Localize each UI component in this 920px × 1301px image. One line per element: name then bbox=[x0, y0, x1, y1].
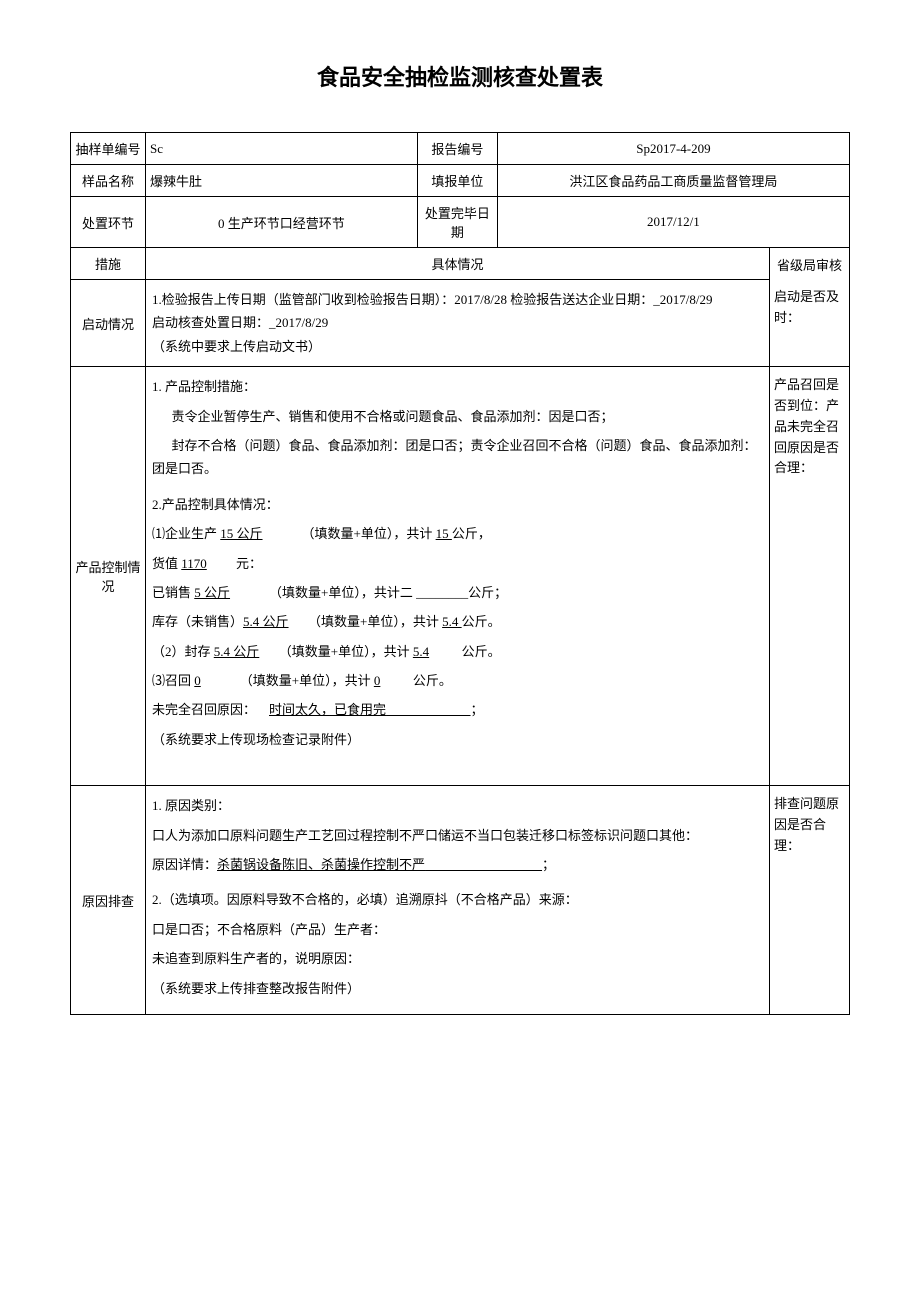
u: 时间太久，已食用完 bbox=[269, 702, 386, 717]
u: 1170 bbox=[181, 556, 207, 571]
row-sample-name: 样品名称 爆辣牛肚 填报单位 洪江区食品药品工商质量监督管理局 bbox=[71, 165, 850, 197]
row-cause: 原因排查 1. 原因类别： 口人为添加口原料问题生产工艺回过程控制不严口储运不当… bbox=[71, 786, 850, 1015]
t: （填数量+单位），共计 bbox=[302, 526, 436, 541]
t: ⑴企业生产 bbox=[152, 526, 220, 541]
control-p2-line3: 已销售 5 公斤 （填数量+单位），共计二 ________公斤； bbox=[152, 581, 763, 604]
control-p1-l2: 封存不合格（问题）食品、食品添加剂：团是口否；责令企业召回不合格（问题）食品、食… bbox=[152, 434, 763, 481]
startup-line2b: _2017/8/29 bbox=[269, 315, 328, 330]
control-p2-line6: ⑶召回 0 （填数量+单位），共计 0 公斤。 bbox=[152, 669, 763, 692]
t: （2）封存 bbox=[152, 644, 214, 659]
blank bbox=[386, 702, 471, 717]
header-audit: 省级局审核 bbox=[774, 256, 845, 277]
row-startup: 启动情况 1.检验报告上传日期（监管部门收到检验报告日期）：2017/8/28 … bbox=[71, 280, 850, 367]
u: 5.4 公斤 bbox=[214, 644, 260, 659]
value-completion-date: 2017/12/1 bbox=[497, 197, 849, 248]
t: 公斤， bbox=[452, 526, 491, 541]
content-startup: 1.检验报告上传日期（监管部门收到检验报告日期）：2017/8/28 检验报告送… bbox=[146, 280, 770, 367]
u: 15 公斤 bbox=[220, 526, 262, 541]
t: ⑶召回 bbox=[152, 673, 194, 688]
t: ； bbox=[471, 702, 484, 717]
label-report-number: 报告编号 bbox=[417, 133, 497, 165]
startup-line1b: _2017/8/29 bbox=[653, 292, 712, 307]
u: 15 bbox=[436, 526, 452, 541]
control-p2-line4: 库存（未销售）5.4 公斤 （填数量+单位），共计 5.4 公斤。 bbox=[152, 610, 763, 633]
row-disposal-link: 处置环节 0 生产环节口经营环节 处置完毕日期 2017/12/1 bbox=[71, 197, 850, 248]
control-p1-l1: 责令企业暂停生产、销售和使用不合格或问题食品、食品添加剂：因是口否； bbox=[152, 405, 763, 428]
startup-line2a: 启动核查处置日期： bbox=[152, 315, 269, 330]
control-p2-line5: （2）封存 5.4 公斤 （填数量+单位），共计 5.4 公斤。 bbox=[152, 640, 763, 663]
t: （填数量+单位），共计二 ________公斤； bbox=[269, 585, 507, 600]
control-p2-line1: ⑴企业生产 15 公斤 （填数量+单位），共计 15 公斤， bbox=[152, 522, 763, 545]
u: 0 bbox=[194, 673, 201, 688]
value-sample-number: Sc bbox=[146, 133, 418, 165]
content-cause: 1. 原因类别： 口人为添加口原料问题生产工艺回过程控制不严口储运不当口包装迁移… bbox=[146, 786, 770, 1015]
cause-p1-l1: 口人为添加口原料问题生产工艺回过程控制不严口储运不当口包装迁移口标签标识问题口其… bbox=[152, 824, 763, 847]
row-sample-number: 抽样单编号 Sc 报告编号 Sp2017-4-209 bbox=[71, 133, 850, 165]
t: 原因详情： bbox=[152, 857, 217, 872]
header-details: 具体情况 bbox=[146, 248, 770, 280]
t: 公斤。 bbox=[413, 673, 452, 688]
control-p2-line7: 未完全召回原因： 时间太久，已食用完 ； bbox=[152, 698, 763, 721]
t: 元： bbox=[236, 556, 262, 571]
value-sample-name: 爆辣牛肚 bbox=[146, 165, 418, 197]
header-measures: 措施 bbox=[71, 248, 146, 280]
u: 5.4 bbox=[413, 644, 429, 659]
t: 库存（未销售） bbox=[152, 614, 243, 629]
u: 杀菌锅设备陈旧、杀菌操作控制不严 bbox=[217, 857, 425, 872]
cause-p2-l1: 2.（选填项。因原料导致不合格的，必填）追溯原抖（不合格产品）来源： bbox=[152, 888, 763, 911]
t: 公斤。 bbox=[462, 614, 501, 629]
label-sample-number: 抽样单编号 bbox=[71, 133, 146, 165]
u: 5.4 公斤 bbox=[243, 614, 289, 629]
u: 0 bbox=[374, 673, 381, 688]
value-disposal-link: 0 生产环节口经营环节 bbox=[146, 197, 418, 248]
main-table: 抽样单编号 Sc 报告编号 Sp2017-4-209 样品名称 爆辣牛肚 填报单… bbox=[70, 132, 850, 1015]
audit-control: 产品召回是否到位：产品未完全召回原因是否合理： bbox=[770, 367, 850, 786]
label-disposal-link: 处置环节 bbox=[71, 197, 146, 248]
label-cause: 原因排查 bbox=[71, 786, 146, 1015]
t: 已销售 bbox=[152, 585, 194, 600]
label-control: 产品控制情况 bbox=[71, 367, 146, 786]
blank bbox=[425, 857, 542, 872]
t: （填数量+单位），共计 bbox=[240, 673, 374, 688]
audit-cause: 排查问题原因是否合理： bbox=[770, 786, 850, 1015]
content-control: 1. 产品控制措施： 责令企业暂停生产、销售和使用不合格或问题食品、食品添加剂：… bbox=[146, 367, 770, 786]
audit-startup-text: 启动是否及时： bbox=[774, 287, 845, 329]
cause-p1-l2: 原因详情：杀菌锅设备陈旧、杀菌操作控制不严 ； bbox=[152, 853, 763, 876]
cause-p1-title: 1. 原因类别： bbox=[152, 794, 763, 817]
t: 未完全召回原因： bbox=[152, 702, 256, 717]
control-p1-title: 1. 产品控制措施： bbox=[152, 375, 763, 398]
row-control: 产品控制情况 1. 产品控制措施： 责令企业暂停生产、销售和使用不合格或问题食品… bbox=[71, 367, 850, 786]
t: 货值 bbox=[152, 556, 181, 571]
t: 公斤。 bbox=[462, 644, 501, 659]
startup-line3: （系统中要求上传启动文书） bbox=[152, 339, 321, 354]
value-report-unit: 洪江区食品药品工商质量监督管理局 bbox=[497, 165, 849, 197]
t: （填数量+单位），共计 bbox=[279, 644, 413, 659]
t: ； bbox=[542, 857, 555, 872]
document-title: 食品安全抽检监测核查处置表 bbox=[70, 60, 850, 92]
cause-p2-l4: （系统要求上传排查整改报告附件） bbox=[152, 977, 763, 1000]
u: 5 公斤 bbox=[194, 585, 230, 600]
label-completion-date: 处置完毕日期 bbox=[417, 197, 497, 248]
t: （填数量+单位），共计 bbox=[308, 614, 442, 629]
control-p2-line8: （系统要求上传现场检查记录附件） bbox=[152, 728, 763, 751]
cause-p2-l2: 口是口否；不合格原料（产品）生产者： bbox=[152, 918, 763, 941]
label-report-unit: 填报单位 bbox=[417, 165, 497, 197]
startup-line1a: 1.检验报告上传日期（监管部门收到检验报告日期）：2017/8/28 检验报告送… bbox=[152, 292, 653, 307]
u: 5.4 bbox=[442, 614, 462, 629]
control-p2-line2: 货值 1170 元： bbox=[152, 552, 763, 575]
audit-startup: 省级局审核 启动是否及时： bbox=[770, 248, 850, 367]
cause-p2-l3: 未追查到原料生产者的，说明原因： bbox=[152, 947, 763, 970]
row-header: 措施 具体情况 省级局审核 启动是否及时： bbox=[71, 248, 850, 280]
label-sample-name: 样品名称 bbox=[71, 165, 146, 197]
control-p2-title: 2.产品控制具体情况： bbox=[152, 493, 763, 516]
label-startup: 启动情况 bbox=[71, 280, 146, 367]
value-report-number: Sp2017-4-209 bbox=[497, 133, 849, 165]
